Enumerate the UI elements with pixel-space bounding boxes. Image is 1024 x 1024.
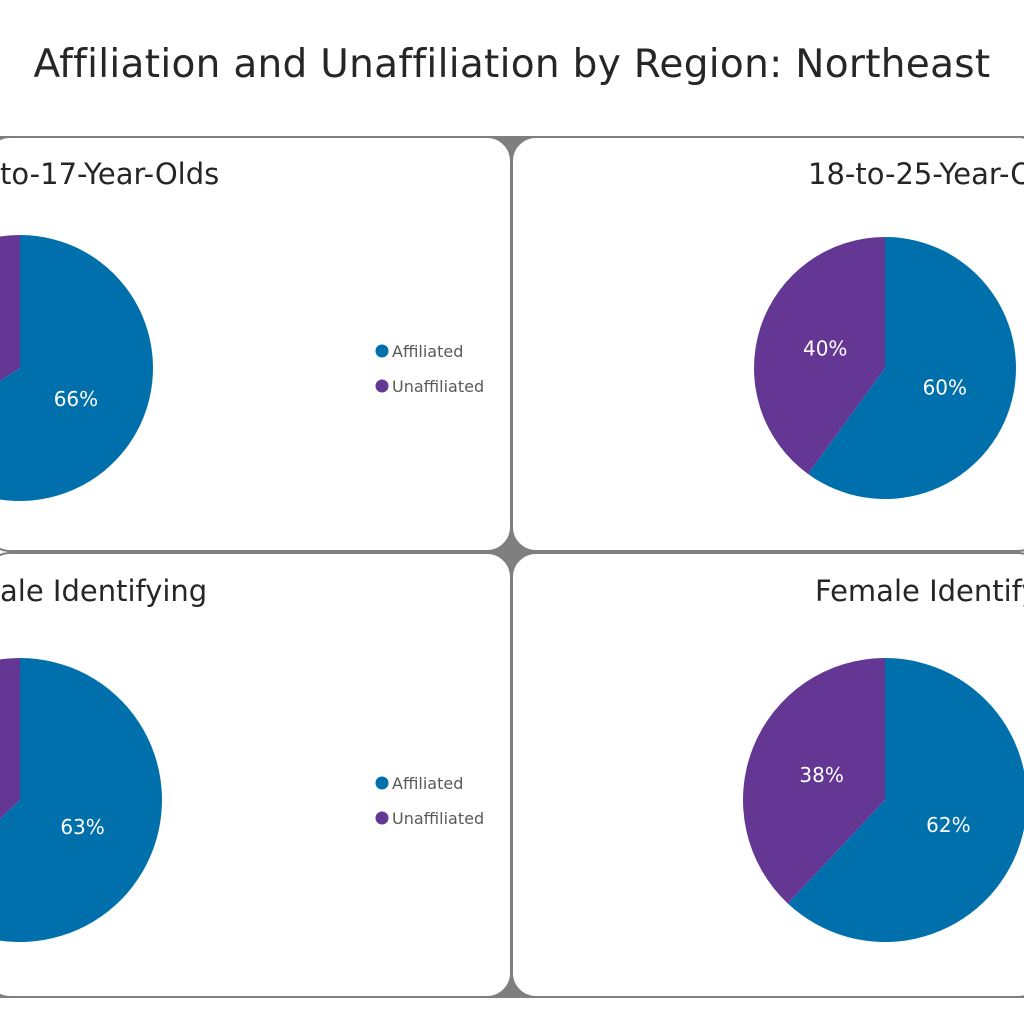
page-title: Affiliation and Unaffiliation by Region:… <box>33 42 991 87</box>
pie-chart-panel: Female Identify 62% 38% <box>511 552 1024 998</box>
legend: Affiliated Unaffiliated <box>375 342 484 396</box>
legend-marker <box>375 776 389 790</box>
bottom-connector <box>483 966 541 997</box>
chart-title: 18-to-25-Year-O <box>808 157 1024 191</box>
data-label: 63% <box>60 815 104 839</box>
pie-slice-unaffiliated <box>0 235 20 381</box>
pie-slice-affiliated <box>808 237 1016 499</box>
pie-slice-unaffiliated <box>0 658 20 819</box>
chart-title: to-17-Year-Olds <box>0 157 219 191</box>
pie-slice-affiliated <box>0 235 153 501</box>
legend-label: Unaffiliated <box>392 809 484 828</box>
pie-chart-panel: 18-to-25-Year-O 60% 40% <box>511 136 1024 552</box>
legend-label: Unaffiliated <box>392 377 484 396</box>
data-label: 38% <box>799 763 843 787</box>
center-connector <box>479 520 545 586</box>
legend-label: Affiliated <box>392 342 463 361</box>
chart-title: Female Identify <box>815 574 1024 608</box>
legend-marker <box>375 344 389 358</box>
pie-chart-panel: to-17-Year-Olds 66% Affiliated Unaffiliated <box>0 136 512 552</box>
pie-slice-affiliated <box>787 658 1024 942</box>
data-label: 66% <box>54 387 98 411</box>
legend: Affiliated Unaffiliated <box>375 774 484 828</box>
legend-marker <box>375 379 389 393</box>
data-label: 60% <box>923 375 967 399</box>
chart-title: ale Identifying <box>0 574 207 608</box>
legend-label: Affiliated <box>392 774 463 793</box>
pie-slice-unaffiliated <box>742 658 885 904</box>
legend-marker <box>375 811 389 825</box>
pie-chart-panel: ale Identifying 63% Affiliated Unaffiliated <box>0 552 512 998</box>
data-label: 62% <box>926 813 970 837</box>
pie-slice-unaffiliated <box>753 237 885 474</box>
pie-slice-affiliated <box>0 658 162 942</box>
data-label: 40% <box>803 337 847 361</box>
top-connector <box>483 137 541 170</box>
